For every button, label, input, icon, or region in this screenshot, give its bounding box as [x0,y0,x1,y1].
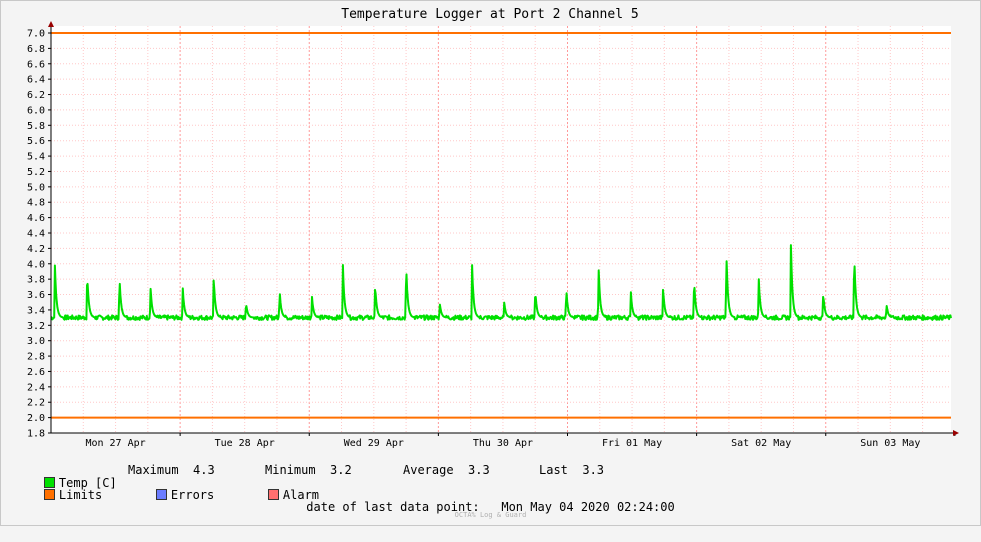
y-tick-label: 2.0 [27,413,45,424]
legend-row-keys: Limits Errors Alarm [15,476,319,502]
legend-alarm: Alarm [239,476,319,515]
legend-temp: Temp [C] [15,464,117,503]
y-tick-label: 3.2 [27,321,45,332]
legend-last: Last 3.3 [539,464,604,477]
minimum-value: 3.2 [330,463,352,477]
x-axis-arrow [953,430,959,436]
legend-temp-label: Temp [C] [58,476,117,490]
y-tick-label: 6.8 [27,44,45,55]
x-axis-ticks: Mon 27 Apr Tue 28 Apr Wed 29 Apr Thu 30 Apr… [85,433,956,449]
y-tick-label: 6.2 [27,90,45,101]
maximum-value: 4.3 [193,463,215,477]
y-tick-label: 3.4 [27,305,45,316]
y-tick-label: 4.0 [27,259,45,270]
legend-limits-label: Limits [58,488,103,502]
y-axis-ticks: 7.0 6.8 6.6 6.4 6.2 6.0 5.8 5.6 5.4 5.2 5.0 4.8 4.6 4… [27,29,51,440]
y-tick-label: 5.4 [27,152,45,163]
temperature-chart: Temperature Logger at Port 2 Channel 5 7… [27,7,959,449]
legend-minimum: Minimum 3.2 [265,464,352,477]
y-tick-label: 6.0 [27,105,45,116]
legend-alarm-label: Alarm [282,488,320,502]
y-tick-label: 5.2 [27,167,45,178]
legend-maximum: Maximum 4.3 [128,464,215,477]
legend-errors-label: Errors [170,488,215,502]
x-tick-label: Tue 28 Apr [215,438,275,449]
plot-area [51,26,951,433]
vertical-grid [82,26,924,433]
last-value: 3.3 [582,463,605,477]
y-tick-label: 6.6 [27,59,45,70]
last-point-label: date of last data point: [306,500,480,514]
y-axis-arrow [48,21,54,27]
credit-text: OCTA% Log & Guard [454,511,527,519]
minimum-label: Minimum [265,463,316,477]
y-tick-label: 4.8 [27,198,45,209]
errors-swatch [155,489,167,500]
limits-swatch [43,489,55,500]
limit-lines [51,32,951,419]
y-tick-label: 4.6 [27,213,45,224]
last-label: Last [539,463,568,477]
x-tick-label: Thu 30 Apr [473,438,533,449]
x-tick-label: Mon 27 Apr [85,438,145,449]
y-tick-label: 7.0 [27,29,45,40]
y-tick-label: 5.6 [27,136,45,147]
legend-row-stats: Temp [C] Maximum 4.3 Minimum 3.2 Average… [15,464,604,490]
chart-title: Temperature Logger at Port 2 Channel 5 [341,7,638,22]
y-tick-label: 2.4 [27,382,45,393]
axes [48,21,959,436]
legend-limits: Limits [15,476,102,515]
y-tick-label: 4.2 [27,244,45,255]
y-tick-label: 6.4 [27,75,45,86]
last-point-value: Mon May 04 2020 02:24:00 [501,500,675,514]
maximum-label: Maximum [128,463,179,477]
y-tick-label: 3.0 [27,336,45,347]
y-tick-label: 3.8 [27,275,45,286]
alarm-swatch [267,489,279,500]
y-tick-label: 3.6 [27,290,45,301]
x-tick-label: Sun 03 May [860,438,920,449]
y-tick-label: 2.6 [27,367,45,378]
average-value: 3.3 [468,463,490,477]
x-tick-label: Sat 02 May [731,438,791,449]
legend-errors: Errors [127,476,214,515]
last-data-point: date of last data point: Mon May 04 2020… [0,500,981,514]
temp-swatch [43,477,55,488]
y-tick-label: 4.4 [27,229,45,240]
y-tick-label: 5.8 [27,121,45,132]
series-group [50,244,952,321]
x-tick-label: Wed 29 Apr [344,438,404,449]
y-tick-label: 5.0 [27,182,45,193]
y-tick-label: 2.2 [27,398,45,409]
y-tick-label: 1.8 [27,429,45,440]
legend-average: Average 3.3 [403,464,490,477]
average-label: Average [403,463,454,477]
y-tick-label: 2.8 [27,352,45,363]
x-tick-label: Fri 01 May [602,438,662,449]
temp-series-line [50,244,952,321]
